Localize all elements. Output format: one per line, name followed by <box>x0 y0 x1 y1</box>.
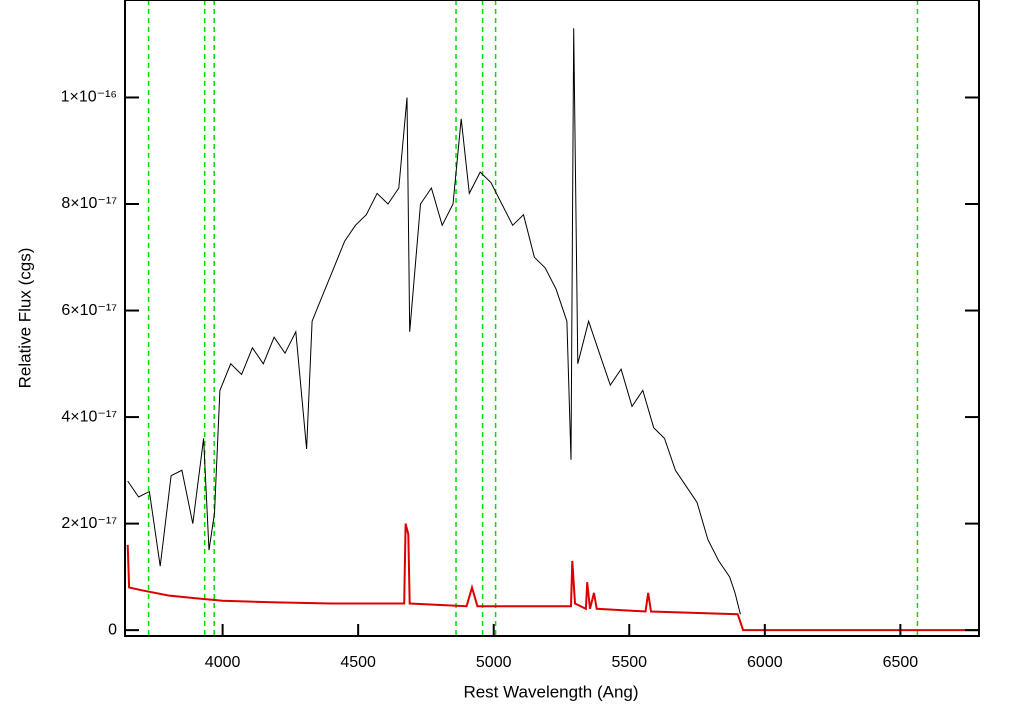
y-axis-label: Relative Flux (cgs) <box>15 248 34 389</box>
y-tick-label: 8×10⁻¹⁷ <box>61 195 117 212</box>
x-tick-label: 4500 <box>340 654 376 671</box>
x-tick-label: 5500 <box>611 654 647 671</box>
plot-frame <box>124 0 980 637</box>
y-tick-label: 6×10⁻¹⁷ <box>61 302 117 319</box>
x-tick-label: 4000 <box>205 654 241 671</box>
y-tick-label: 0 <box>108 621 117 638</box>
x-axis-label: Rest Wavelength (Ang) <box>463 682 638 701</box>
y-tick-label: 4×10⁻¹⁷ <box>61 408 117 425</box>
y-tick-label: 1×10⁻¹⁶ <box>61 89 117 106</box>
spectrum-line <box>126 523 979 632</box>
y-tick-label: 2×10⁻¹⁷ <box>61 515 117 532</box>
spectrum-line <box>127 28 741 615</box>
x-tick-label: 6500 <box>883 654 919 671</box>
x-tick-label: 6000 <box>747 654 783 671</box>
x-tick-label: 5000 <box>476 654 512 671</box>
